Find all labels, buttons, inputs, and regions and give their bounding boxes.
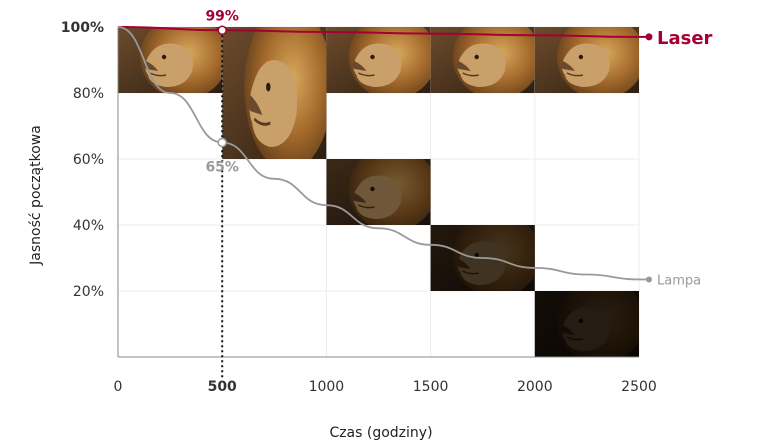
- y-tick-label: 80%: [73, 86, 104, 102]
- lamp-series-label: Lampa: [657, 273, 701, 288]
- annotation-markers: 99% 65%: [205, 8, 239, 175]
- lion-image-panel: [430, 225, 535, 291]
- annotation-point: [217, 137, 227, 148]
- lamp-series-line: [117, 26, 640, 281]
- series-lines: [117, 26, 653, 283]
- lion-image-panel: [534, 291, 639, 357]
- y-tick-label: 20%: [73, 284, 104, 300]
- x-tick-label: 1500: [413, 379, 449, 395]
- x-tick-label: 1000: [309, 379, 345, 395]
- annotation-label: 99%: [205, 8, 239, 24]
- lion-image-panel: [222, 27, 327, 159]
- series-labels: Laser Lampa: [657, 28, 713, 289]
- lion-image: [430, 27, 535, 93]
- x-tick-labels: 0 500 1000 1500 2000 2500: [114, 379, 657, 395]
- y-tick-label: 40%: [73, 218, 104, 234]
- x-axis-label: Czas (godziny): [329, 425, 432, 441]
- dimming-overlay: [534, 291, 639, 357]
- lion-image: [222, 27, 327, 159]
- y-axis-label: Jasność początkowa: [28, 125, 44, 266]
- x-tick-label: 2500: [621, 379, 657, 395]
- dimming-overlay: [326, 159, 431, 225]
- x-tick-label: 0: [114, 379, 123, 395]
- annotation-point: [217, 25, 227, 36]
- axes: [117, 27, 639, 378]
- y-tick-label: 60%: [73, 152, 104, 168]
- lion-image-panel: [430, 27, 535, 93]
- annotation-label: 65%: [205, 160, 239, 176]
- y-tick-labels: 100% 80% 60% 40% 20%: [61, 20, 104, 300]
- lion-image-panel: [326, 27, 431, 93]
- lion-image-panel: [326, 159, 431, 225]
- y-tick-label: 100%: [61, 20, 104, 36]
- x-tick-label: 2000: [517, 379, 553, 395]
- laser-series-label: Laser: [657, 28, 713, 49]
- lion-image: [326, 27, 431, 93]
- lion-image: [534, 27, 639, 93]
- lion-image-panel: [534, 27, 639, 93]
- brightness-image-panels: [118, 27, 639, 357]
- laser-series-line: [117, 26, 640, 38]
- x-tick-label: 500: [208, 379, 237, 395]
